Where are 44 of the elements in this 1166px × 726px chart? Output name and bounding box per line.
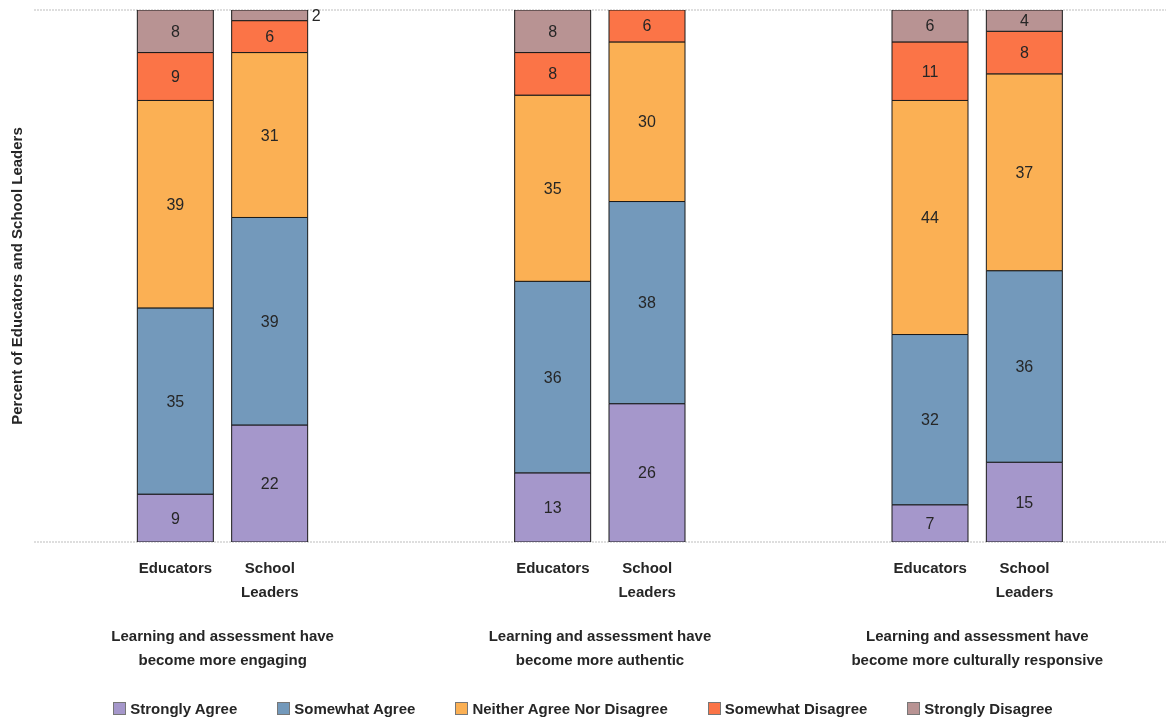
data-label: 8 — [170, 22, 180, 40]
text: Learning and assessment have become more authentic — [488, 626, 712, 668]
y-axis-title: Percent of Educators and School Leaders — [8, 127, 26, 425]
data-label: 7 — [925, 514, 935, 532]
data-label: 31 — [260, 126, 279, 144]
data-label: 22 — [260, 474, 279, 492]
data-label: 6 — [925, 17, 935, 35]
data-label: 11 — [921, 62, 939, 80]
data-label: 6 — [642, 17, 652, 35]
legend-label: Strongly Disagree — [924, 700, 1053, 717]
text: Learning and assessment have become more engaging — [111, 626, 334, 668]
data-label: 2 — [311, 6, 321, 24]
x-tick-label: School Leaders — [995, 558, 1054, 600]
data-label: 8 — [1019, 44, 1029, 62]
data-label: 39 — [166, 195, 185, 213]
x-tick-label: Educators — [516, 558, 590, 576]
data-label: 35 — [166, 392, 185, 410]
legend-label: Somewhat Disagree — [724, 700, 868, 717]
x-tick-label: Educators — [893, 558, 967, 576]
data-label: 4 — [1019, 12, 1029, 30]
x-tick-label: School Leaders — [618, 558, 676, 600]
data-label: 35 — [543, 179, 562, 197]
data-label: 9 — [170, 509, 180, 527]
data-label: 13 — [543, 498, 562, 516]
legend-label: Strongly Agree — [130, 700, 238, 717]
data-label: 30 — [638, 113, 656, 131]
data-label: 15 — [1015, 493, 1034, 511]
legend-label: Somewhat Agree — [294, 700, 416, 717]
data-label: 8 — [548, 22, 558, 40]
data-label: 37 — [1015, 163, 1034, 181]
data-label: 26 — [638, 464, 656, 482]
data-label: 32 — [921, 411, 939, 429]
data-label: 36 — [543, 368, 562, 386]
data-label: 44 — [921, 208, 939, 226]
data-label: 36 — [1015, 357, 1034, 375]
data-label: 6 — [265, 28, 275, 46]
data-label: 8 — [548, 65, 558, 83]
data-label: 39 — [260, 312, 279, 330]
data-label: 38 — [638, 294, 656, 312]
x-tick-label: Educators — [138, 558, 213, 576]
data-label: 9 — [170, 68, 180, 85]
x-tick-label: School Leaders — [241, 558, 299, 600]
legend-label: Neither Agree Nor Disagree — [472, 700, 668, 717]
text: Learning and assessment have become more culturally responsive — [851, 626, 1104, 668]
